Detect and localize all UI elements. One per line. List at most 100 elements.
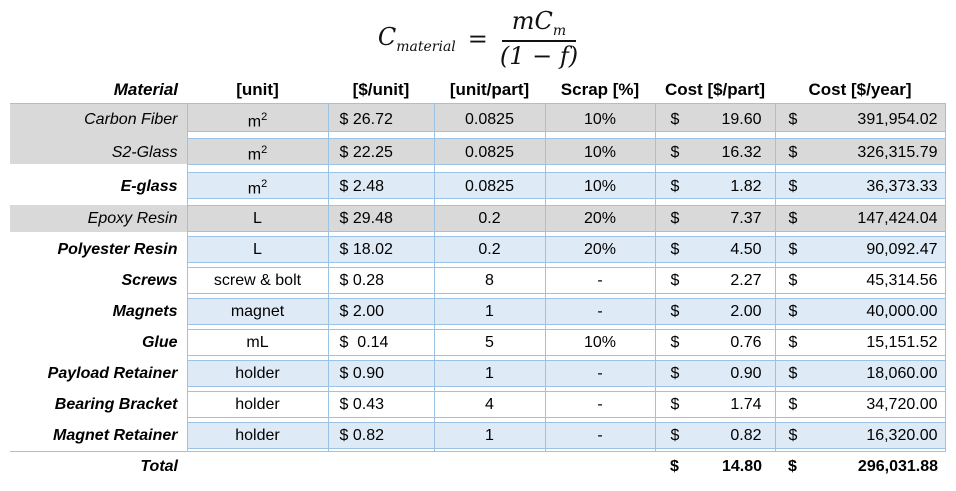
currency-symbol: $ [788, 144, 798, 162]
material-cost-formula: Cmaterial = mCm (1 − f) [0, 6, 956, 72]
currency-symbol: $ [670, 458, 679, 476]
cost-per-part-cell: $16.32 [654, 136, 775, 170]
total-row: Total $ 14.80 $ 296,031.88 [10, 450, 945, 482]
unit-per-part-cell: 1 [433, 295, 545, 327]
scrap-cell: 10% [544, 326, 655, 358]
currency-symbol: $ [670, 209, 680, 227]
unit-per-part-cell: 0.0825 [433, 136, 545, 170]
unit-cost-cell: $ 18.02 [327, 233, 434, 265]
cost-per-year-cell: $45,314.56 [774, 264, 946, 296]
unit-cell: magnet [186, 295, 328, 327]
total-unitcost-cell [328, 450, 434, 482]
unit-cell: holder [186, 357, 328, 389]
cost-per-part-cell: $2.00 [654, 295, 775, 327]
unit-cell: holder [186, 388, 328, 420]
scrap-cell: - [544, 264, 655, 296]
cost-per-part-value: 1.82 [730, 177, 762, 195]
unit-cost-cell: $ 0.90 [327, 357, 434, 389]
unit-cell: m2 [186, 136, 328, 170]
table-body: Carbon Fiber m2 $ 26.72 0.0825 10% $19.60 $391… [10, 103, 946, 452]
col-header-unit-per-part: [unit/part] [434, 76, 545, 103]
unit-per-part-cell: 0.2 [433, 202, 545, 234]
col-header-material: Material [10, 76, 187, 103]
material-cell: Screws [10, 264, 187, 296]
cost-per-year-value: 15,151.52 [866, 333, 938, 351]
currency-symbol: $ [788, 364, 798, 382]
formula-lhs-base: C [377, 23, 397, 52]
formula-lhs: Cmaterial [378, 23, 456, 55]
unit-cost-cell: $ 29.48 [327, 202, 434, 234]
currency-symbol: $ [670, 426, 680, 444]
total-cost-per-part-value: 14.80 [721, 458, 762, 476]
table-row: Polyester Resin L $ 18.02 0.2 20% $4.50 $90,09… [10, 233, 946, 265]
cost-per-part-cell: $7.37 [654, 202, 775, 234]
scrap-cell: - [544, 357, 655, 389]
material-cost-table: Material [unit] [$/unit] [unit/part] Scr… [10, 76, 946, 482]
material-cell: Payload Retainer [10, 357, 187, 389]
total-cost-per-year-value: 296,031.88 [857, 458, 938, 476]
col-header-unit: [unit] [187, 76, 328, 103]
unit-per-part-cell: 8 [433, 264, 545, 296]
currency-symbol: $ [788, 240, 798, 258]
total-label: Total [10, 450, 187, 482]
cost-per-year-cell: $147,424.04 [774, 202, 946, 234]
cost-per-part-value: 2.00 [730, 302, 762, 320]
table-row: S2-Glass m2 $ 22.25 0.0825 10% $16.32 $326,315… [10, 136, 946, 170]
material-cell: Glue [10, 326, 187, 358]
cost-per-year-value: 16,320.00 [866, 426, 938, 444]
currency-symbol: $ [670, 144, 680, 162]
cost-per-year-value: 90,092.47 [866, 240, 938, 258]
table-row: Screws screw & bolt $ 0.28 8- $2.27 $45,314.5… [10, 264, 946, 296]
cost-per-part-value: 1.74 [730, 395, 762, 413]
cost-per-part-value: 0.76 [730, 333, 762, 351]
cost-per-part-cell: $2.27 [654, 264, 775, 296]
header-row: Material [unit] [$/unit] [unit/part] Scr… [10, 76, 945, 103]
material-cell: Carbon Fiber [10, 103, 187, 137]
currency-symbol: $ [788, 395, 798, 413]
material-cell: Polyester Resin [10, 233, 187, 265]
unit-cell: screw & bolt [186, 264, 328, 296]
cost-per-part-cell: $1.82 [654, 169, 775, 203]
cost-per-year-value: 40,000.00 [866, 302, 938, 320]
unit-cost-cell: $ 2.48 [327, 169, 434, 203]
formula-lhs-subscript: material [396, 38, 456, 55]
cost-per-year-cell: $326,315.79 [774, 136, 946, 170]
cost-per-year-cell: $34,720.00 [774, 388, 946, 420]
cost-per-year-cell: $40,000.00 [774, 295, 946, 327]
unit-cell: L [186, 233, 328, 265]
cost-per-part-cell: $0.76 [654, 326, 775, 358]
table-row: Carbon Fiber m2 $ 26.72 0.0825 10% $19.60 $391… [10, 103, 946, 137]
col-header-scrap: Scrap [%] [545, 76, 655, 103]
scrap-cell: - [544, 295, 655, 327]
table-row: Magnets magnet $ 2.00 1- $2.00 $40,000.00 [10, 295, 946, 327]
cost-per-year-value: 147,424.04 [857, 209, 938, 227]
scrap-cell: - [544, 419, 655, 452]
cost-per-year-cell: $391,954.02 [774, 103, 946, 137]
unit-cell: L [186, 202, 328, 234]
unit-cost-cell: $ 0.43 [327, 388, 434, 420]
table-row: Glue mL $ 0.14 5 10% $0.76 $15,151.52 [10, 326, 946, 358]
cost-per-part-value: 0.82 [730, 426, 762, 444]
cost-per-year-cell: $15,151.52 [774, 326, 946, 358]
currency-symbol: $ [788, 177, 798, 195]
currency-symbol: $ [670, 177, 680, 195]
formula-fraction: mCm (1 − f) [500, 8, 578, 70]
unit-per-part-cell: 5 [433, 326, 545, 358]
currency-symbol: $ [788, 458, 797, 476]
table-row: Payload Retainer holder $ 0.90 1- $0.90 $18,0… [10, 357, 946, 389]
scrap-cell: - [544, 388, 655, 420]
currency-symbol: $ [670, 395, 680, 413]
unit-cell: m2 [186, 103, 328, 137]
table-row: E-glass m2 $ 2.48 0.0825 10% $1.82 $36,373.33 [10, 169, 946, 203]
currency-symbol: $ [670, 364, 680, 382]
cost-per-part-cell: $19.60 [654, 103, 775, 137]
table-row: Bearing Bracket holder $ 0.43 4- $1.74 $34,72… [10, 388, 946, 420]
cost-per-year-cell: $36,373.33 [774, 169, 946, 203]
cost-per-part-value: 7.37 [730, 209, 762, 227]
cost-per-year-value: 326,315.79 [857, 144, 938, 162]
cost-per-year-cell: $16,320.00 [774, 419, 946, 452]
cost-per-part-value: 0.90 [730, 364, 762, 382]
cost-per-year-cell: $18,060.00 [774, 357, 946, 389]
scrap-cell: 10% [544, 103, 655, 137]
total-scrap-cell [545, 450, 655, 482]
